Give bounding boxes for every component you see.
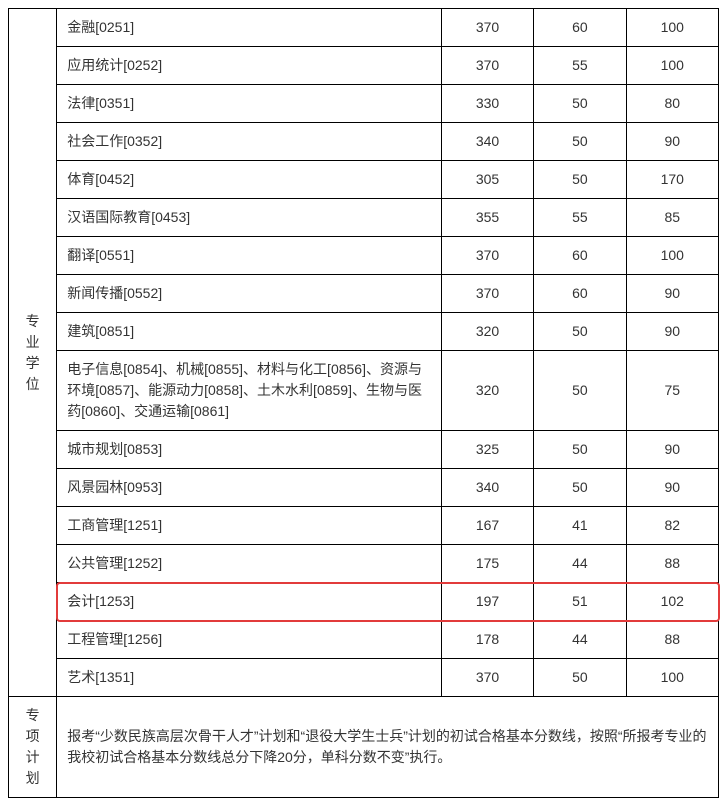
score-col-1: 370 [441,275,533,313]
score-col-1: 340 [441,469,533,507]
score-col-1: 370 [441,237,533,275]
major-name: 金融[0251] [57,9,442,47]
score-col-1: 320 [441,313,533,351]
score-col-1: 167 [441,507,533,545]
table-body: 专业学位金融[0251]37060100应用统计[0252]37055100法律… [9,9,719,798]
major-name: 法律[0351] [57,85,442,123]
score-col-2: 60 [534,237,626,275]
table-row: 城市规划[0853]3255090 [9,431,719,469]
score-col-2: 51 [534,583,626,621]
table-row: 专业学位金融[0251]37060100 [9,9,719,47]
major-name: 社会工作[0352] [57,123,442,161]
score-col-1: 175 [441,545,533,583]
table-row: 新闻传播[0552]3706090 [9,275,719,313]
score-col-2: 50 [534,313,626,351]
major-name: 翻译[0551] [57,237,442,275]
major-name: 城市规划[0853] [57,431,442,469]
score-col-2: 50 [534,123,626,161]
score-col-3: 90 [626,123,718,161]
score-col-3: 90 [626,469,718,507]
major-name: 艺术[1351] [57,659,442,697]
major-name: 工程管理[1256] [57,621,442,659]
score-col-1: 325 [441,431,533,469]
score-col-1: 370 [441,47,533,85]
major-name: 建筑[0851] [57,313,442,351]
score-col-2: 60 [534,9,626,47]
score-col-2: 50 [534,469,626,507]
score-col-2: 50 [534,85,626,123]
score-col-1: 340 [441,123,533,161]
score-col-3: 80 [626,85,718,123]
table-row: 工程管理[1256]1784488 [9,621,719,659]
table-row: 工商管理[1251]1674182 [9,507,719,545]
score-col-3: 100 [626,47,718,85]
special-plan-note: 报考“少数民族高层次骨干人才”计划和“退役大学生士兵”计划的初试合格基本分数线，… [57,697,719,798]
score-table: 专业学位金融[0251]37060100应用统计[0252]37055100法律… [8,8,719,798]
table-row: 专项计划报考“少数民族高层次骨干人才”计划和“退役大学生士兵”计划的初试合格基本… [9,697,719,798]
major-name: 公共管理[1252] [57,545,442,583]
major-name: 汉语国际教育[0453] [57,199,442,237]
score-col-3: 88 [626,621,718,659]
score-col-1: 355 [441,199,533,237]
major-name: 应用统计[0252] [57,47,442,85]
table-row: 风景园林[0953]3405090 [9,469,719,507]
table-row: 建筑[0851]3205090 [9,313,719,351]
score-col-3: 85 [626,199,718,237]
table-row: 法律[0351]3305080 [9,85,719,123]
score-col-2: 60 [534,275,626,313]
score-col-3: 100 [626,9,718,47]
table-row: 翻译[0551]37060100 [9,237,719,275]
major-name: 会计[1253] [57,583,442,621]
score-col-2: 55 [534,199,626,237]
category-cell-major: 专业学位 [9,9,57,697]
score-col-3: 88 [626,545,718,583]
score-col-1: 370 [441,9,533,47]
table-row: 体育[0452]30550170 [9,161,719,199]
score-col-1: 330 [441,85,533,123]
score-col-3: 170 [626,161,718,199]
table-row: 电子信息[0854]、机械[0855]、材料与化工[0856]、资源与环境[08… [9,351,719,431]
score-col-2: 44 [534,545,626,583]
score-col-2: 50 [534,351,626,431]
score-col-3: 90 [626,275,718,313]
score-col-1: 320 [441,351,533,431]
table-row: 公共管理[1252]1754488 [9,545,719,583]
score-col-3: 82 [626,507,718,545]
table-row: 会计[1253]19751102 [9,583,719,621]
score-col-1: 305 [441,161,533,199]
score-col-3: 100 [626,659,718,697]
score-col-3: 102 [626,583,718,621]
score-col-3: 75 [626,351,718,431]
score-col-2: 50 [534,431,626,469]
major-name: 新闻传播[0552] [57,275,442,313]
score-col-2: 50 [534,659,626,697]
score-col-1: 370 [441,659,533,697]
category-cell-special: 专项计划 [9,697,57,798]
major-name: 工商管理[1251] [57,507,442,545]
score-col-2: 41 [534,507,626,545]
table-row: 汉语国际教育[0453]3555585 [9,199,719,237]
major-name: 体育[0452] [57,161,442,199]
score-col-1: 197 [441,583,533,621]
table-row: 社会工作[0352]3405090 [9,123,719,161]
table-row: 应用统计[0252]37055100 [9,47,719,85]
score-col-2: 44 [534,621,626,659]
major-name: 电子信息[0854]、机械[0855]、材料与化工[0856]、资源与环境[08… [57,351,442,431]
score-col-2: 50 [534,161,626,199]
score-col-3: 90 [626,313,718,351]
score-col-1: 178 [441,621,533,659]
table-row: 艺术[1351]37050100 [9,659,719,697]
score-col-3: 90 [626,431,718,469]
score-col-2: 55 [534,47,626,85]
major-name: 风景园林[0953] [57,469,442,507]
score-col-3: 100 [626,237,718,275]
